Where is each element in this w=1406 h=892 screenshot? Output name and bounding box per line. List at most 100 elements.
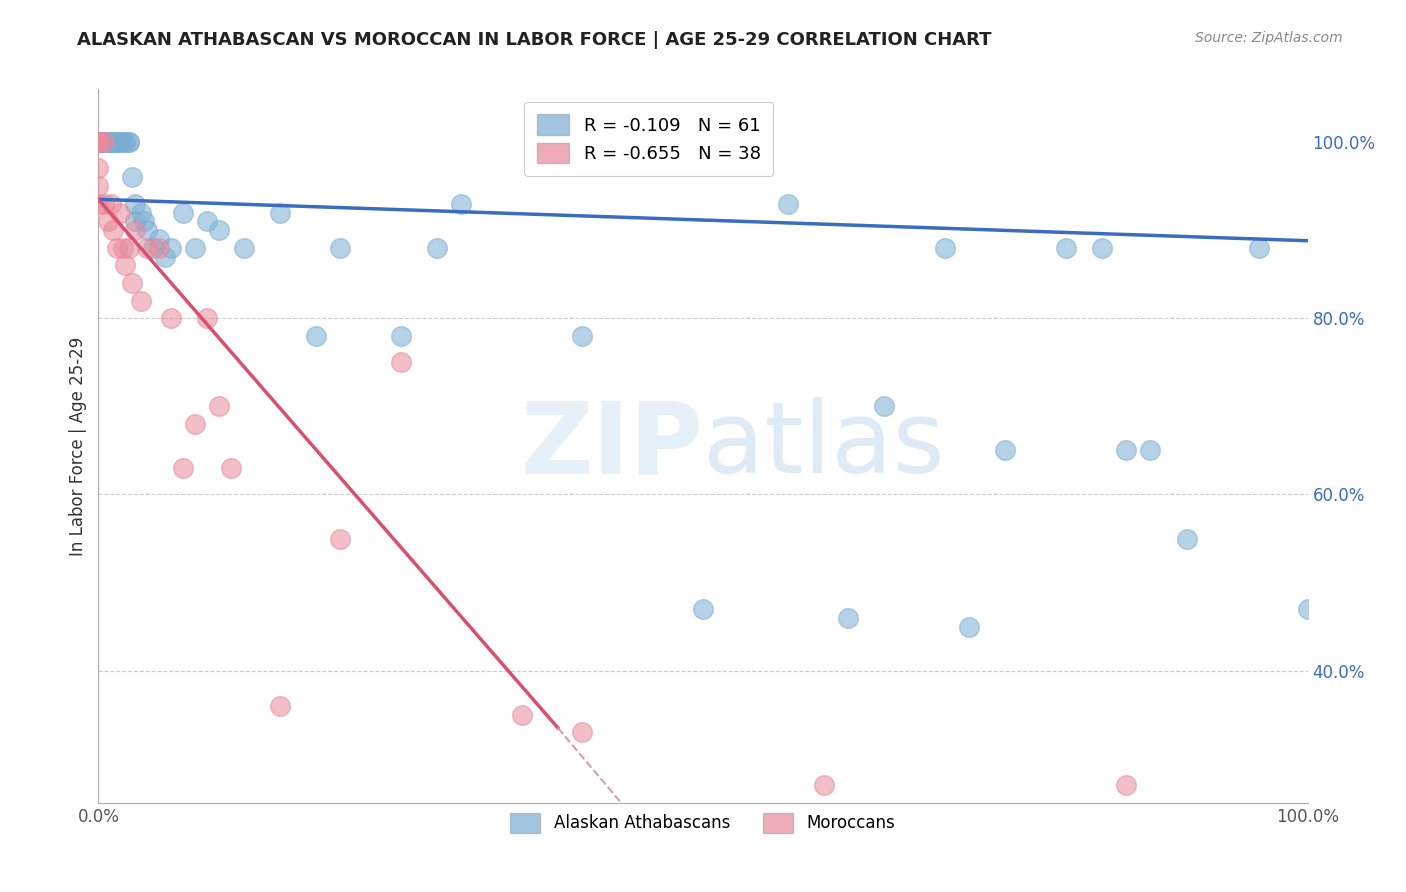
Point xyxy=(87,135,110,149)
Point xyxy=(87,135,110,149)
Point xyxy=(111,241,134,255)
Point xyxy=(100,196,122,211)
Point xyxy=(1054,241,1077,255)
Point xyxy=(124,214,146,228)
Point xyxy=(129,205,152,219)
Point xyxy=(118,135,141,149)
Point xyxy=(184,417,207,431)
Point xyxy=(97,135,120,149)
Point xyxy=(93,135,115,149)
Point xyxy=(121,276,143,290)
Point xyxy=(129,293,152,308)
Point xyxy=(105,135,128,149)
Point xyxy=(195,311,218,326)
Text: ALASKAN ATHABASCAN VS MOROCCAN IN LABOR FORCE | AGE 25-29 CORRELATION CHART: ALASKAN ATHABASCAN VS MOROCCAN IN LABOR … xyxy=(77,31,991,49)
Point xyxy=(160,241,183,255)
Point xyxy=(87,135,110,149)
Point xyxy=(329,532,352,546)
Point xyxy=(87,135,110,149)
Point xyxy=(994,443,1017,458)
Point xyxy=(957,619,980,633)
Point xyxy=(87,135,110,149)
Point xyxy=(87,135,110,149)
Point xyxy=(105,241,128,255)
Point xyxy=(813,778,835,792)
Point xyxy=(305,329,328,343)
Point xyxy=(87,135,110,149)
Point xyxy=(269,698,291,713)
Point xyxy=(87,135,110,149)
Point xyxy=(269,205,291,219)
Point xyxy=(389,355,412,369)
Point xyxy=(1249,241,1271,255)
Point xyxy=(87,179,110,194)
Point xyxy=(172,461,194,475)
Point xyxy=(142,241,165,255)
Point xyxy=(692,602,714,616)
Text: atlas: atlas xyxy=(703,398,945,494)
Point xyxy=(87,135,110,149)
Point xyxy=(208,223,231,237)
Text: Source: ZipAtlas.com: Source: ZipAtlas.com xyxy=(1195,31,1343,45)
Point xyxy=(135,223,157,237)
Point xyxy=(1296,602,1319,616)
Point xyxy=(571,725,593,739)
Point xyxy=(389,329,412,343)
Point xyxy=(148,241,170,255)
Point xyxy=(195,214,218,228)
Point xyxy=(100,135,122,149)
Point xyxy=(873,400,896,414)
Point xyxy=(837,611,859,625)
Point xyxy=(208,400,231,414)
Point xyxy=(124,196,146,211)
Point xyxy=(87,135,110,149)
Point xyxy=(108,135,131,149)
Point xyxy=(232,241,254,255)
Point xyxy=(571,329,593,343)
Point xyxy=(1091,241,1114,255)
Point xyxy=(87,135,110,149)
Point xyxy=(97,214,120,228)
Point xyxy=(87,135,110,149)
Point xyxy=(101,135,124,149)
Point xyxy=(93,196,115,211)
Point xyxy=(93,135,115,149)
Point xyxy=(934,241,956,255)
Point xyxy=(111,135,134,149)
Point xyxy=(105,135,128,149)
Point xyxy=(121,170,143,185)
Point xyxy=(87,135,110,149)
Point xyxy=(87,196,110,211)
Point xyxy=(184,241,207,255)
Point xyxy=(134,214,156,228)
Point xyxy=(118,241,141,255)
Point xyxy=(221,461,243,475)
Point xyxy=(101,223,124,237)
Point xyxy=(114,135,136,149)
Text: ZIP: ZIP xyxy=(520,398,703,494)
Point xyxy=(87,161,110,176)
Point xyxy=(1115,778,1137,792)
Point xyxy=(776,196,799,211)
Legend: Alaskan Athabascans, Moroccans: Alaskan Athabascans, Moroccans xyxy=(502,805,904,841)
Point xyxy=(100,135,122,149)
Point xyxy=(1175,532,1198,546)
Point xyxy=(160,311,183,326)
Point xyxy=(148,232,170,246)
Point xyxy=(118,135,141,149)
Point xyxy=(93,135,115,149)
Point xyxy=(1115,443,1137,458)
Point xyxy=(510,707,533,722)
Point xyxy=(329,241,352,255)
Point xyxy=(87,135,110,149)
Point xyxy=(426,241,449,255)
Point xyxy=(172,205,194,219)
Point xyxy=(124,223,146,237)
Point xyxy=(135,241,157,255)
Point xyxy=(87,135,110,149)
Point xyxy=(153,250,176,264)
Point xyxy=(450,196,472,211)
Point xyxy=(114,259,136,273)
Y-axis label: In Labor Force | Age 25-29: In Labor Force | Age 25-29 xyxy=(69,336,87,556)
Point xyxy=(1139,443,1161,458)
